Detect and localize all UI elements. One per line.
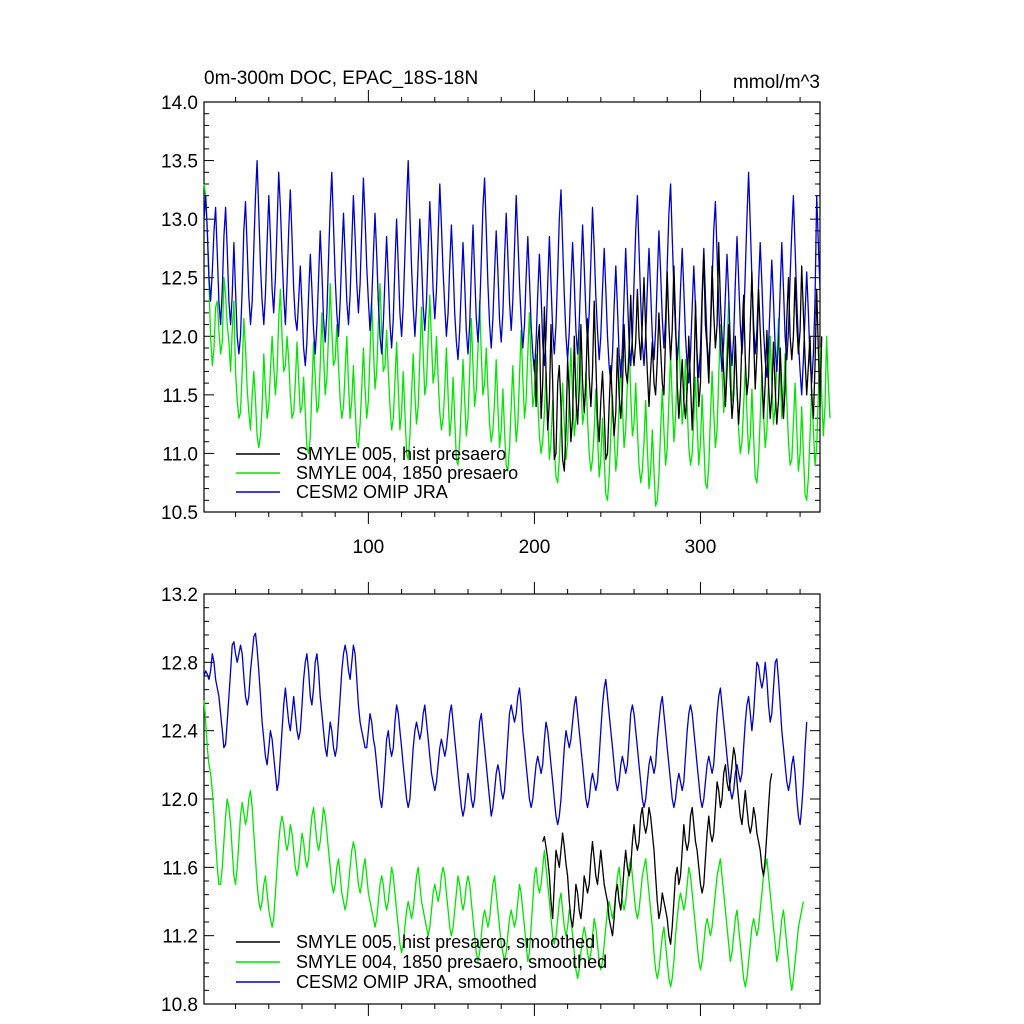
top-legend-label-hist: SMYLE 005, hist presaero bbox=[296, 444, 506, 464]
bottom-y-tick-label: 13.2 bbox=[161, 585, 198, 606]
top-plot-frame bbox=[203, 101, 821, 513]
top-chart-panel: 10.5 11.0 11.5 12.0 12.5 13.0 13.5 14.0 100 200 30… bbox=[161, 90, 831, 558]
top-x-tick-label: 100 bbox=[353, 537, 385, 558]
bottom-y-tick-label: 12.8 bbox=[161, 653, 198, 674]
top-x-tick-label: 300 bbox=[685, 537, 717, 558]
bottom-y-tick-label: 10.8 bbox=[161, 995, 198, 1016]
top-chart-title: 0m-300m DOC, EPAC_18S-18N bbox=[204, 68, 478, 89]
bottom-chart-panel: 10.8 11.2 11.6 12.0 12.4 12.8 13.2 SMYLE 005, h… bbox=[161, 582, 821, 1016]
top-y-tick-label: 13.0 bbox=[161, 210, 198, 231]
bottom-series-line-omip bbox=[203, 632, 808, 826]
bottom-legend-label-hist: SMYLE 005, hist presaero, smoothed bbox=[296, 932, 595, 952]
top-series-line-hist bbox=[533, 241, 823, 472]
top-y-tick-label: 13.5 bbox=[161, 152, 198, 173]
top-legend-label-p1850: SMYLE 004, 1850 presaero bbox=[296, 463, 518, 483]
bottom-y-tick-label: 11.2 bbox=[162, 927, 198, 948]
top-y-tick-label: 14.0 bbox=[161, 93, 198, 114]
bottom-y-tick-label: 12.0 bbox=[161, 790, 198, 811]
top-x-tick-label: 200 bbox=[519, 537, 551, 558]
top-y-tick-label: 11.5 bbox=[162, 386, 198, 407]
bottom-series-line-p1850 bbox=[203, 699, 805, 991]
top-y-tick-label: 12.0 bbox=[161, 327, 198, 348]
top-y-tick-label: 12.5 bbox=[161, 269, 198, 290]
bottom-y-tick-label: 11.6 bbox=[162, 858, 198, 879]
top-chart-units: mmol/m^3 bbox=[733, 72, 820, 93]
top-series-line-omip bbox=[203, 159, 821, 396]
bottom-series-line-hist bbox=[542, 747, 773, 945]
top-legend-label-omip: CESM2 OMIP JRA bbox=[296, 482, 448, 502]
bottom-y-tick-label: 12.4 bbox=[161, 722, 198, 743]
bottom-legend-label-omip: CESM2 OMIP JRA, smoothed bbox=[296, 972, 537, 992]
top-y-tick-label: 11.0 bbox=[162, 444, 198, 465]
top-y-tick-label: 10.5 bbox=[161, 503, 198, 524]
bottom-legend-label-p1850: SMYLE 004, 1850 presaero, smoothed bbox=[296, 952, 607, 972]
